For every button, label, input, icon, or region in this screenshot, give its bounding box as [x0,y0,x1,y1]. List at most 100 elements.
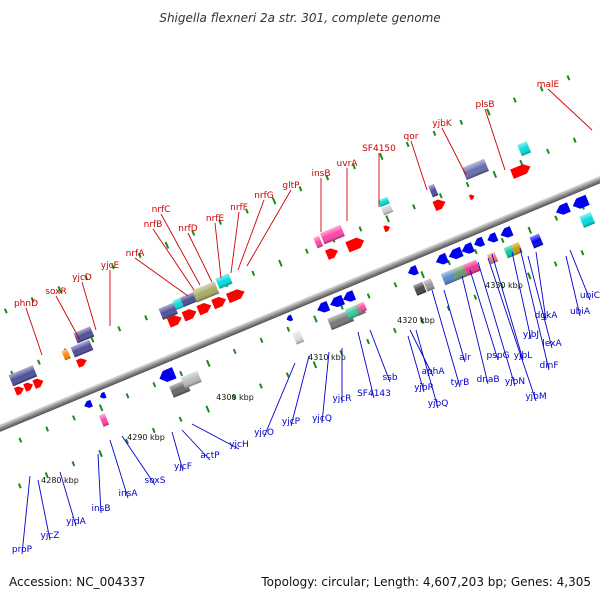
tick-mark [473,248,478,255]
tick-mark [232,394,237,400]
gene-feature [380,204,394,216]
gene-feature [98,413,110,427]
gene-label-insb: insB [311,169,330,179]
gene-feature [317,300,331,313]
gene-feature [180,292,197,307]
gene-label-insb: insB [91,504,110,514]
tick-mark [178,416,183,422]
tick-mark [191,230,196,236]
leader-line [519,247,550,371]
leader-line [230,211,240,274]
leader-line [415,329,439,409]
tick-mark [313,315,318,323]
tick-mark [500,237,505,244]
tick-mark [18,437,23,443]
leader-line [407,335,425,393]
tick-mark [30,297,35,303]
tick-mark [206,359,211,368]
gene-feature [158,302,178,320]
gene-label-nrfe: nrfE [206,214,225,224]
tick-mark [352,163,356,170]
gene-feature [423,278,435,292]
gene-label-dnab: dnaB [476,375,499,385]
tick-mark [539,86,544,92]
tick-mark [519,159,524,166]
tick-mark [526,272,532,280]
gene-feature [487,251,499,265]
tick-mark [271,197,277,205]
leader-line [21,475,31,555]
tick-mark [251,270,256,277]
tick-mark [151,427,156,434]
gene-label-yjbm: yjbM [525,392,546,402]
gene-label-yjch: yjcH [229,440,249,450]
gene-label-nrfd: nrfD [178,224,198,234]
leader-line [25,307,43,356]
tick-mark [179,370,183,377]
tick-mark [554,215,559,221]
gene-feature [13,386,24,396]
gene-feature [181,309,197,322]
leader-line [431,289,461,388]
scale-label: 4290 kbp [127,433,165,442]
leader-line [59,471,77,527]
tick-mark [144,315,148,321]
leader-line [443,289,466,363]
gene-label-yjce: yjcE [101,261,120,271]
leader-line [263,362,296,438]
gene-feature [461,158,489,181]
scale-label: 4280 kbp [41,476,79,485]
gene-feature [572,194,590,209]
tick-mark [298,186,303,192]
gene-feature [343,290,357,302]
leader-line [121,435,156,486]
gene-feature [215,273,233,289]
leader-line [109,439,129,499]
gene-feature [325,248,339,260]
gene-feature [517,141,532,157]
gene-feature [407,265,419,276]
tick-mark [72,415,76,421]
tick-mark [17,483,22,489]
gene-label-yjbk: yjbK [432,119,453,129]
gene-label-phnd: phnD [14,299,38,309]
tick-mark [245,208,249,214]
tick-mark [486,108,491,116]
gene-feature [462,259,481,277]
gene-feature [166,315,182,328]
tick-mark [164,241,170,249]
gene-feature [529,233,544,249]
gene-label-ubia: ubiA [570,307,591,317]
tick-mark [512,97,517,103]
gene-feature [319,224,345,245]
genome-band [0,162,600,445]
gene-label-qor: qor [404,132,419,142]
gene-label-dgka: dgkA [535,311,559,321]
gene-feature [61,348,71,361]
gene-feature [286,314,294,322]
tick-mark [90,337,95,343]
gene-feature [357,301,367,313]
genome-summary-text: Topology: circular; Length: 4,607,203 bp… [260,575,591,589]
tick-mark [419,316,425,324]
gene-label-yjcf: yjcF [174,462,192,472]
leader-line [321,351,330,424]
leader-line [441,127,467,176]
leader-line [181,429,211,461]
gene-label-yjbr: yjbR [414,383,434,393]
leader-line [469,269,499,361]
leader-line [160,213,201,286]
gene-label-dinf: dinF [539,361,558,371]
leader-line [171,431,184,472]
gene-feature [487,232,499,243]
tick-mark [405,141,410,148]
leader-line [237,199,265,271]
gene-label-ssb: ssb [382,373,397,383]
gene-feature [192,281,220,303]
tick-mark [125,438,129,445]
tick-mark [37,359,41,365]
leader-line [547,88,593,131]
gene-feature [84,399,93,408]
gene-label-yjbq: yjbQ [428,399,449,409]
gene-label-soxs: soxS [145,476,166,486]
